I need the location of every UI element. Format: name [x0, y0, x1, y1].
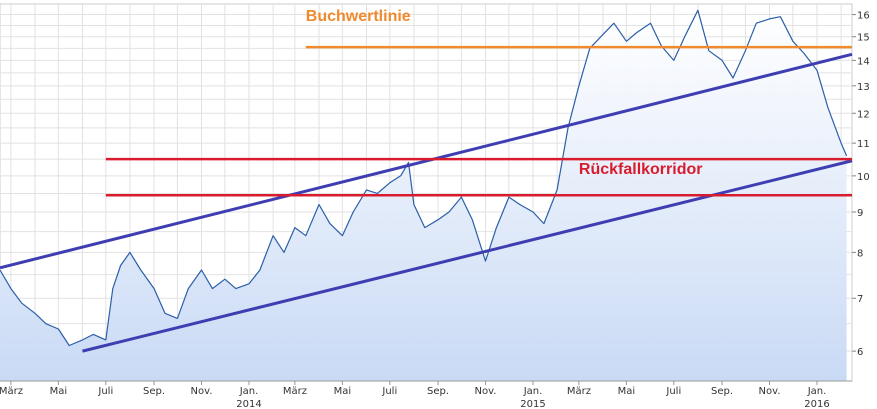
x-tick-label: Juli	[97, 386, 113, 397]
y-tick-label: 6	[857, 347, 863, 358]
upper-trend-line	[0, 52, 853, 270]
x-tick-label: Nov.	[191, 386, 213, 397]
lower-trend-line	[82, 159, 853, 353]
x-tick-year: 2014	[236, 399, 261, 409]
annotation-labels: Buchwertlinie Rückfallkorridor	[306, 8, 703, 178]
x-axis: März Mai Juli Sep. Nov. Jan. 2014 März Mai Juli Se…	[0, 380, 852, 409]
y-tick-label: 16	[857, 11, 870, 22]
y-tick-label: 7	[857, 294, 863, 305]
x-tick-label: Sep.	[711, 386, 733, 397]
y-axis: 6 7 8 9 10 11 12 13 14 15 16	[852, 11, 870, 358]
x-tick-label: Juli	[381, 386, 397, 397]
x-tick-year: 2016	[804, 399, 829, 409]
x-tick-label: Jan.	[807, 386, 827, 397]
x-tick-label: Jan.	[239, 386, 259, 397]
x-tick-label: Sep.	[143, 386, 165, 397]
book-value-label: Buchwertlinie	[306, 8, 411, 25]
x-tick-label: März	[567, 386, 591, 397]
x-tick-label: Mai	[618, 386, 636, 397]
x-tick-label: Sep.	[427, 386, 449, 397]
y-tick-label: 13	[857, 82, 870, 93]
x-tick-label: Nov.	[759, 386, 781, 397]
x-tick-label: Nov.	[475, 386, 497, 397]
x-tick-label: Juli	[665, 386, 681, 397]
x-tick-label: Mai	[50, 386, 68, 397]
y-tick-label: 14	[857, 56, 870, 67]
fallback-corridor-label: Rückfallkorridor	[579, 161, 703, 178]
x-tick-label: März	[283, 386, 307, 397]
y-tick-label: 8	[857, 248, 863, 259]
x-tick-label: März	[0, 386, 23, 397]
y-tick-label: 15	[857, 33, 870, 44]
price-line	[0, 9, 848, 347]
y-tick-label: 12	[857, 109, 870, 120]
y-tick-label: 11	[857, 139, 870, 150]
x-tick-label: Mai	[334, 386, 352, 397]
x-tick-label: Jan.	[523, 386, 543, 397]
overlay-lines	[0, 45, 853, 353]
x-tick-year: 2015	[520, 399, 545, 409]
price-line-layer	[0, 9, 848, 347]
y-tick-label: 10	[857, 172, 870, 183]
y-tick-label: 9	[857, 208, 863, 219]
